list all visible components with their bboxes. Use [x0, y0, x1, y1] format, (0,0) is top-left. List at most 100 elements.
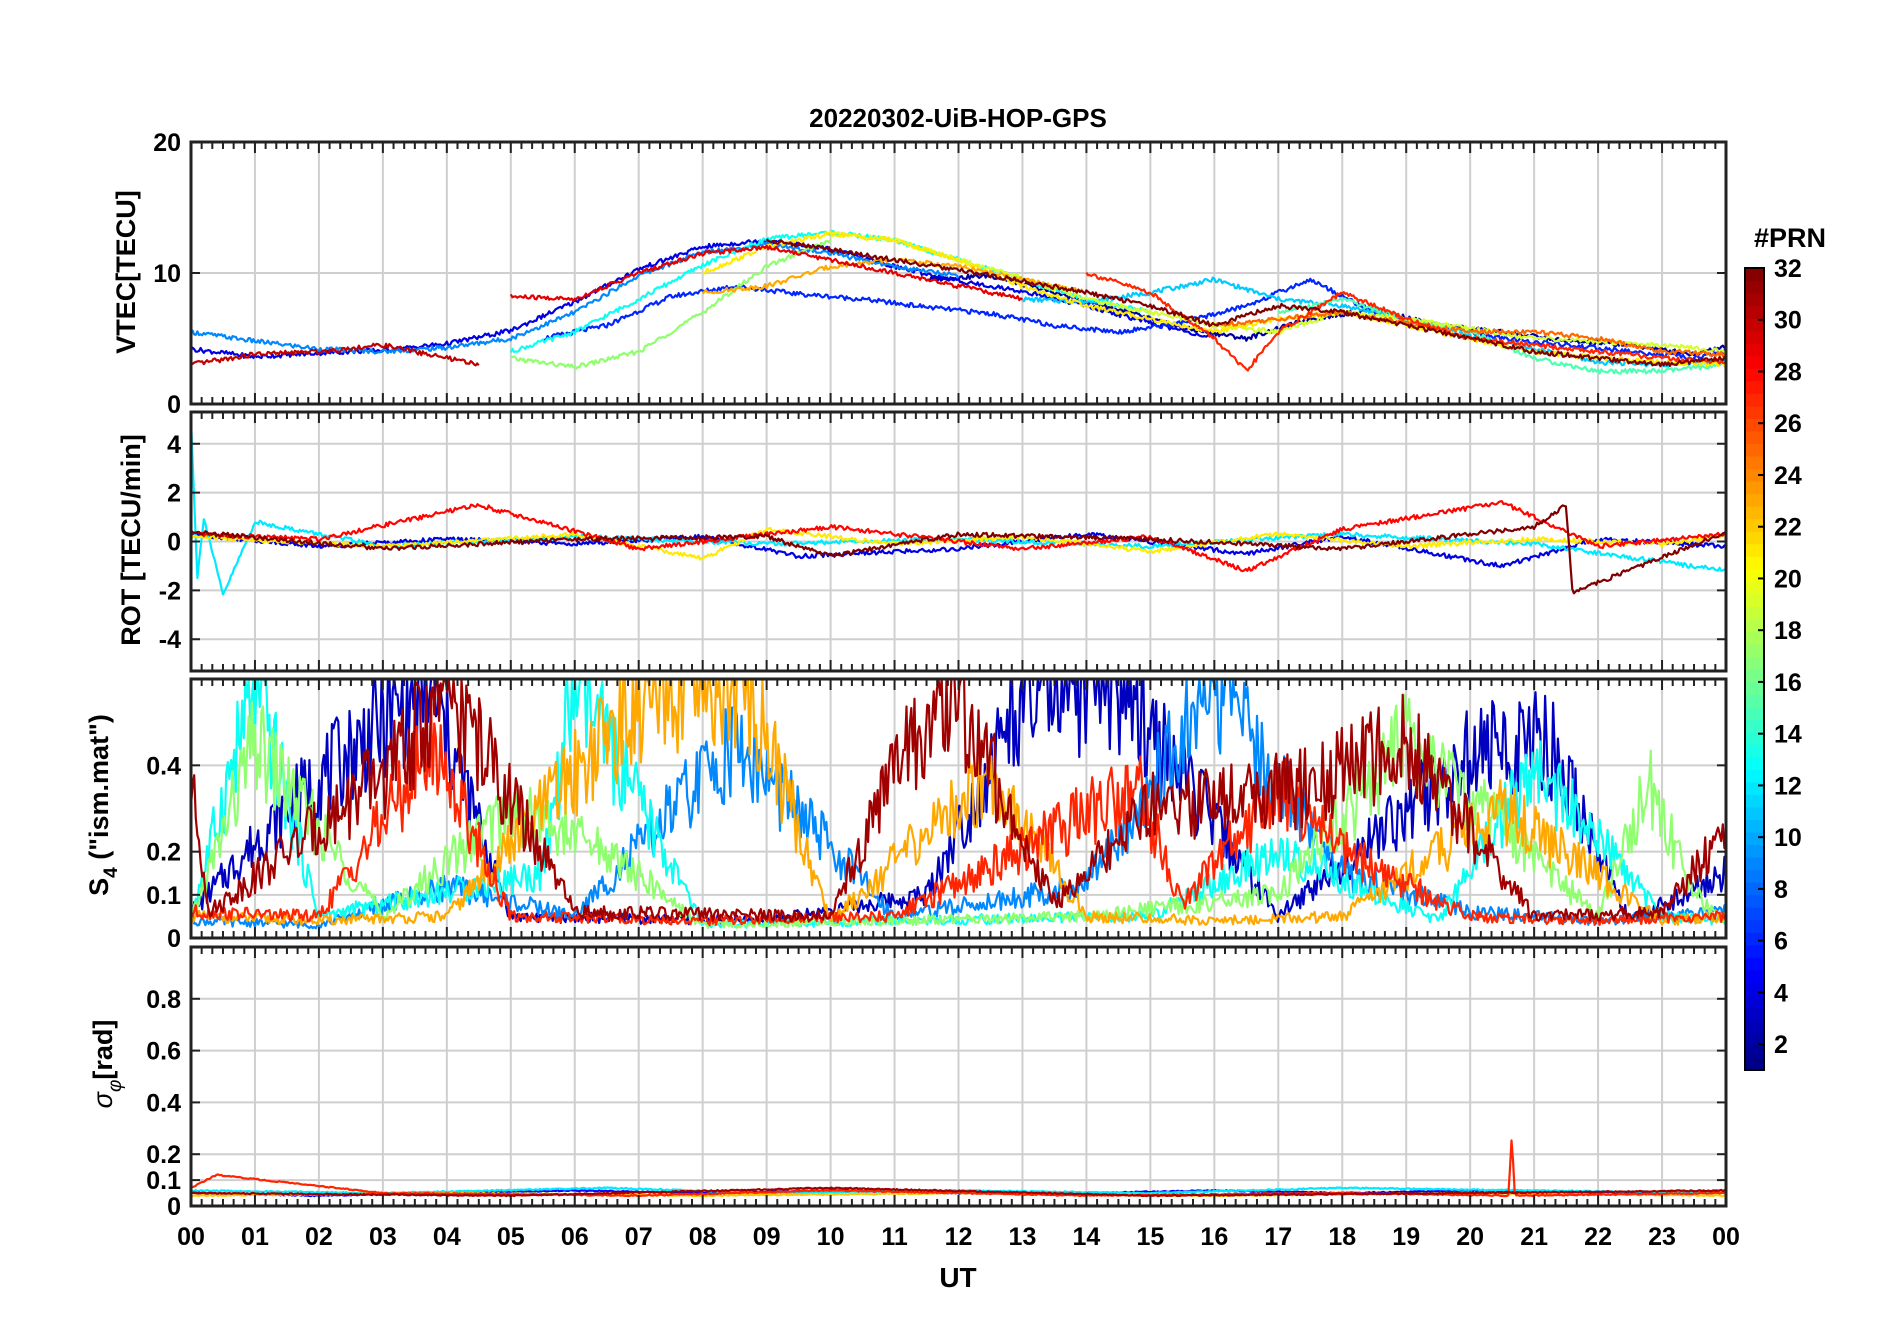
colorbar-block: [1745, 1019, 1764, 1034]
colorbar-block: [1745, 330, 1764, 344]
colorbar-block: [1745, 606, 1764, 620]
series-line-prn-17: [510, 238, 832, 370]
colorbar-tick-label: 26: [1774, 410, 1802, 438]
colorbar-tick-label: 30: [1774, 307, 1802, 335]
colorbar-block: [1745, 894, 1764, 908]
colorbar-tick-label: 22: [1774, 514, 1802, 542]
colorbar-label: #PRN: [1754, 223, 1826, 253]
colorbar-tick-label: 14: [1774, 721, 1802, 749]
colorbar-block: [1745, 418, 1764, 432]
colorbar-block: [1745, 744, 1764, 758]
colorbar-block: [1745, 568, 1764, 582]
x-tick-label: 08: [689, 1223, 717, 1251]
series-line-prn-30: [190, 342, 480, 367]
y-tick-label: 10: [153, 260, 181, 288]
colorbar-block: [1745, 643, 1764, 658]
x-tick-label: 12: [945, 1223, 973, 1251]
colorbar-tick-label: 32: [1774, 255, 1802, 283]
series-line-prn-11: [1022, 276, 1727, 368]
series-line-prn-32: [765, 238, 1727, 368]
y-tick-label: 0.1: [146, 882, 181, 910]
colorbar-block: [1745, 819, 1764, 833]
colorbar-tick-label: 18: [1774, 617, 1802, 645]
colorbar-block: [1745, 405, 1764, 419]
colorbar-block: [1745, 919, 1764, 933]
colorbar-block: [1745, 781, 1764, 795]
sigma-phi-axis-label: σφ[rad]: [88, 1020, 126, 1109]
series-line-prn-6: [542, 277, 1727, 362]
x-tick-label: 07: [625, 1223, 653, 1251]
colorbar-block: [1745, 481, 1764, 495]
colorbar-block: [1745, 907, 1764, 921]
colorbar-tick-label: 6: [1774, 928, 1788, 956]
colorbar-block: [1745, 355, 1764, 369]
x-tick-label: 09: [753, 1223, 781, 1251]
colorbar-block: [1745, 430, 1764, 445]
series-line-prn-28: [190, 500, 1727, 573]
x-tick-label: 04: [433, 1223, 461, 1251]
x-tick-label: 06: [561, 1223, 589, 1251]
colorbar-block: [1745, 731, 1764, 745]
y-tick-label: 0.2: [146, 1141, 181, 1169]
series-line-prn-21: [702, 230, 1727, 368]
x-tick-label: 01: [241, 1223, 269, 1251]
x-tick-label: 15: [1136, 1223, 1164, 1251]
x-tick-label: 13: [1009, 1223, 1037, 1251]
colorbar-block: [1745, 844, 1764, 858]
series-line-prn-4: [190, 531, 1727, 569]
colorbar-block: [1745, 531, 1764, 545]
colorbar-block: [1745, 518, 1764, 532]
y-tick-label: 0.2: [146, 839, 181, 867]
colorbar-tick-label: 10: [1774, 824, 1802, 852]
series-line-prn-27: [190, 702, 1727, 927]
colorbar-block: [1745, 305, 1764, 319]
series-line-prn-9: [190, 241, 960, 355]
colorbar-block: [1745, 856, 1764, 871]
colorbar-block: [1745, 769, 1764, 783]
y-tick-label: 0.8: [146, 986, 181, 1014]
x-tick-label: 16: [1200, 1223, 1228, 1251]
series-line-prn-29: [509, 244, 1024, 302]
x-tick-label: 22: [1584, 1223, 1612, 1251]
y-tick-label: -2: [159, 577, 181, 605]
colorbar-block: [1745, 393, 1764, 407]
y-tick-label: 0: [167, 1193, 181, 1221]
colorbar-block: [1745, 806, 1764, 820]
x-axis-ticks: 00 01 02 03 04 05 06 07 08 09 10 11 12 13 14 15 16 17 18 19…: [177, 1223, 1740, 1251]
colorbar-block: [1745, 318, 1764, 332]
colorbar-block: [1745, 944, 1764, 958]
colorbar-block: [1745, 618, 1764, 633]
colorbar-block: [1745, 694, 1764, 708]
y-tick-label: 0.1: [146, 1167, 181, 1195]
x-axis-label: UT: [939, 1262, 976, 1293]
panel-vtec: 0 10 20 VTEC[TECU]: [111, 129, 1728, 419]
colorbar-block: [1745, 581, 1764, 595]
y-tick-label: 0: [167, 391, 181, 419]
colorbar-tick-label: 24: [1774, 462, 1802, 490]
x-tick-label: 14: [1073, 1223, 1101, 1251]
y-tick-label: 4: [167, 431, 181, 459]
colorbar-tick-label: 12: [1774, 772, 1802, 800]
y-tick-label: 0.4: [146, 752, 181, 780]
x-tick-label: 21: [1520, 1223, 1548, 1251]
vtec-axis-label: VTEC[TECU]: [111, 190, 141, 354]
y-tick-label: 20: [153, 129, 181, 157]
colorbar-block: [1745, 994, 1764, 1008]
colorbar-block: [1745, 368, 1764, 382]
colorbar-block: [1745, 443, 1764, 457]
colorbar-block: [1745, 882, 1764, 896]
series-line-prn-32: [190, 504, 1727, 595]
panel-sigma-phi: 00.10.2 0.4 0.6 0.8 σφ[rad]: [88, 945, 1728, 1221]
y-tick-label: 0: [167, 925, 181, 953]
y-tick-label: 0: [167, 529, 181, 557]
colorbar-block: [1745, 794, 1764, 808]
colorbar-block: [1745, 293, 1764, 307]
x-tick-label: 17: [1264, 1223, 1292, 1251]
x-tick-label: 00: [1712, 1223, 1740, 1251]
colorbar-block: [1745, 455, 1764, 470]
panel-rot: -4 -2 0 2 4 ROT [TECU/min]: [116, 410, 1728, 673]
series-line-prn-27: [1085, 271, 1726, 372]
colorbar-block: [1745, 932, 1764, 946]
